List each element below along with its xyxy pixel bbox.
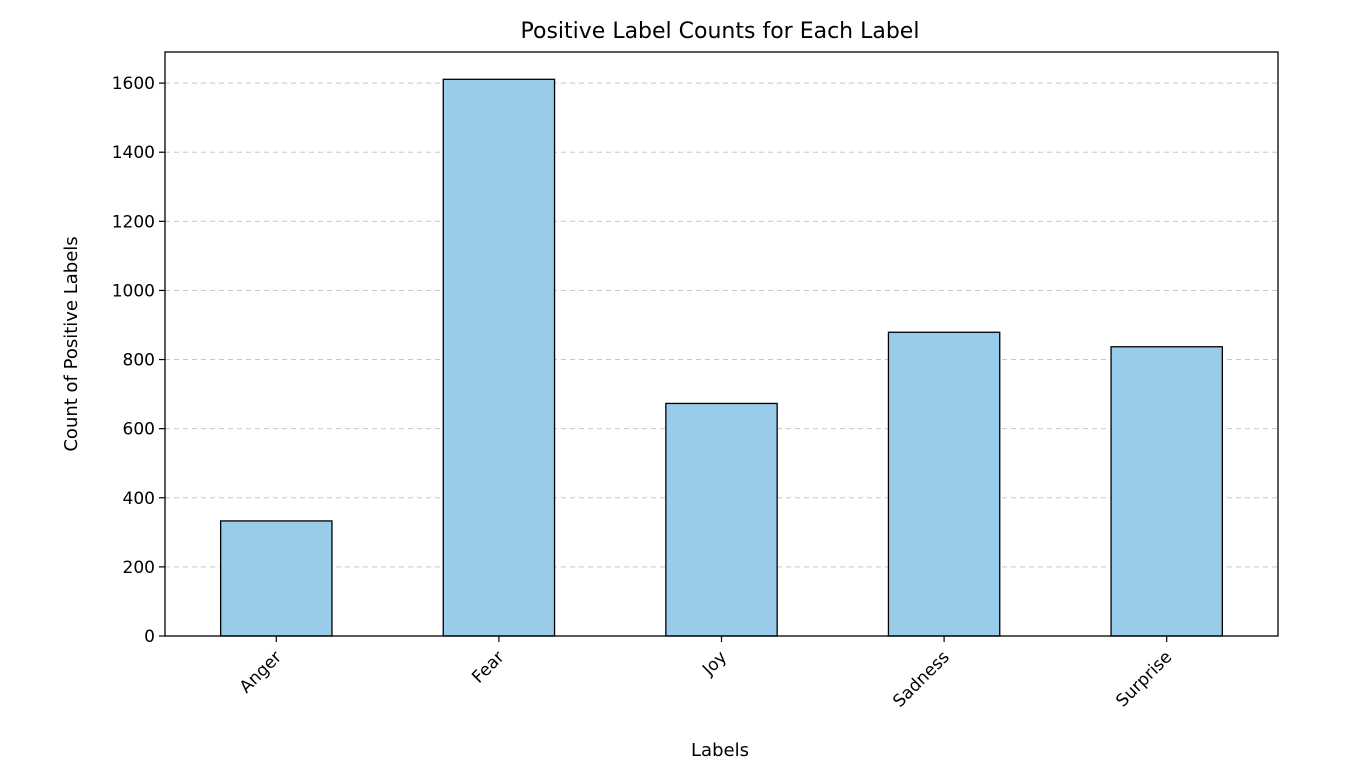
y-tick-label: 1000 [112,281,155,301]
y-tick-label: 400 [123,489,155,509]
chart-title: Positive Label Counts for Each Label [521,19,920,44]
bar-sadness [887,331,1001,637]
y-tick-label: 600 [123,420,155,440]
x-tick-label: Anger [236,647,286,697]
x-tick-label: Joy [698,647,731,680]
x-axis-label: Labels [691,740,749,761]
y-axis-ticks: 0 200 400 600 800 1000 1200 1400 1600 [112,74,165,647]
x-tick-label: Sadness [889,647,953,711]
y-tick-label: 1200 [112,212,155,232]
bar-joy [665,402,778,637]
y-tick-label: 800 [123,351,155,371]
y-tick-label: 1400 [112,143,155,163]
y-axis-label: Count of Positive Labels [61,236,82,451]
grid-lines [165,82,1278,568]
bars [219,78,1224,637]
bar-anger [219,520,333,637]
x-tick-label: Surprise [1112,647,1176,711]
y-tick-label: 200 [123,558,155,578]
bar-fear [442,78,556,637]
bar-surprise [1110,346,1224,637]
x-tick-label: Fear [468,647,508,687]
plot-frame [164,51,1279,637]
y-tick-label: 1600 [112,74,155,94]
y-tick-label: 0 [144,627,155,647]
x-axis-ticks: Anger Fear Joy Sadness Surprise [236,636,1176,712]
